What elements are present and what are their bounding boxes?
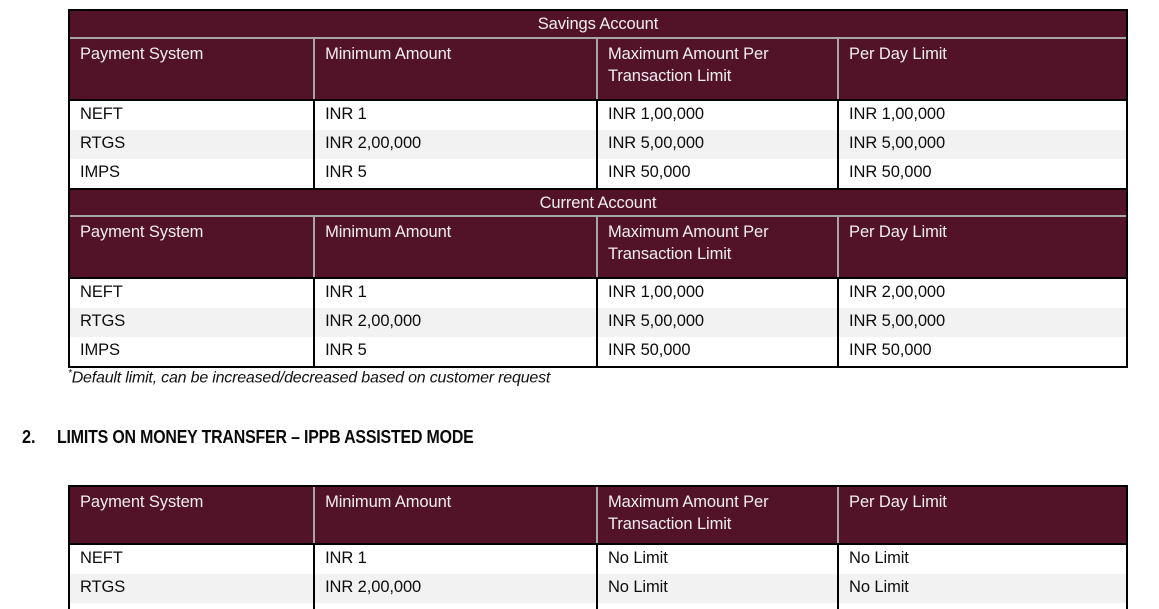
cell-per-day-limit: INR 5,00,000 [837,308,1126,337]
cell-per-day-limit: INR 5,00,000 [837,130,1126,159]
col-header-per-day-limit: Per Day Limit [837,39,1126,99]
cell-minimum-amount: INR 1 [313,545,596,574]
col-header-max-per-transaction: Maximum Amount Per Transaction Limit [595,39,837,99]
cell-max-per-transaction: INR 1,00,000 [595,279,837,308]
cell-max-per-transaction: INR 50,000 [595,337,837,366]
cell-minimum-amount: INR 2,00,000 [313,308,596,337]
table-row-partial [70,603,1126,609]
cell-payment-system: RTGS [80,578,126,596]
footnote-text: Default limit, can be increased/decrease… [71,369,551,387]
section-heading-2: 2. LIMITS ON MONEY TRANSFER – IPPB ASSIS… [22,426,541,448]
cell-max-per-transaction: INR 5,00,000 [595,308,837,337]
cell-max-per-transaction: No Limit [595,574,837,603]
table-row-neft: NEFT INR 1 INR 1,00,000 INR 2,00,000 [70,279,1126,308]
cell-per-day-limit: No Limit [837,545,1126,574]
col-header-minimum-amount: Minimum Amount [313,217,596,277]
table-header-row: Payment System Minimum Amount Maximum Am… [70,487,1126,545]
col-header-max-per-transaction: Maximum Amount Per Transaction Limit [595,487,837,543]
cell-payment-system: NEFT [80,549,123,567]
cell-per-day-limit: INR 1,00,000 [837,101,1126,130]
table-row-rtgs: RTGS INR 2,00,000 INR 5,00,000 INR 5,00,… [70,308,1126,337]
cell-max-per-transaction: INR 1,00,000 [595,101,837,130]
cell-payment-system: IMPS [80,163,120,181]
cell-payment-system: RTGS [80,134,126,152]
table-row-neft: NEFT INR 1 No Limit No Limit [70,545,1126,574]
table-row-rtgs: RTGS INR 2,00,000 INR 5,00,000 INR 5,00,… [70,130,1126,159]
table-header-row: Payment System Minimum Amount Maximum Am… [70,39,1126,101]
col-header-minimum-amount: Minimum Amount [313,487,596,543]
cell-minimum-amount: INR 5 [313,159,596,188]
table-row-neft: NEFT INR 1 INR 1,00,000 INR 1,00,000 [70,101,1126,130]
cell-payment-system: RTGS [80,312,126,330]
table-row-imps: IMPS INR 5 INR 50,000 INR 50,000 [70,159,1126,188]
cell-minimum-amount [313,603,596,609]
cell-max-per-transaction [595,603,837,609]
cell-payment-system: NEFT [80,105,123,123]
col-header-per-day-limit: Per Day Limit [837,217,1126,277]
col-header-minimum-amount: Minimum Amount [313,39,596,99]
col-header-payment-system: Payment System [80,493,204,511]
cell-minimum-amount: INR 1 [313,101,596,130]
section-title: LIMITS ON MONEY TRANSFER – IPPB ASSISTED… [57,426,474,447]
cell-minimum-amount: INR 1 [313,279,596,308]
col-header-payment-system: Payment System [80,223,204,241]
cell-per-day-limit: INR 2,00,000 [837,279,1126,308]
cell-per-day-limit: INR 50,000 [837,159,1126,188]
cell-minimum-amount: INR 2,00,000 [313,574,596,603]
cell-payment-system: IMPS [80,341,120,359]
cell-per-day-limit: No Limit [837,574,1126,603]
limits-table-self-service: Savings Account Payment System Minimum A… [68,9,1128,368]
col-header-payment-system: Payment System [80,45,204,63]
section-number: 2. [22,426,36,447]
table-row-rtgs: RTGS INR 2,00,000 No Limit No Limit [70,574,1126,603]
cell-payment-system: NEFT [80,283,123,301]
footnote-asterisk: * [68,368,72,379]
band-current-account: Current Account [70,188,1126,217]
col-header-max-per-transaction: Maximum Amount Per Transaction Limit [595,217,837,277]
cell-per-day-limit: INR 50,000 [837,337,1126,366]
cell-minimum-amount: INR 5 [313,337,596,366]
col-header-per-day-limit: Per Day Limit [837,487,1126,543]
band-savings-account: Savings Account [70,11,1126,39]
limits-table-assisted-mode: Payment System Minimum Amount Maximum Am… [68,485,1128,609]
cell-minimum-amount: INR 2,00,000 [313,130,596,159]
cell-per-day-limit [837,603,1126,609]
table-header-row: Payment System Minimum Amount Maximum Am… [70,217,1126,279]
cell-max-per-transaction: INR 50,000 [595,159,837,188]
cell-max-per-transaction: No Limit [595,545,837,574]
footnote-default-limit: *Default limit, can be increased/decreas… [68,368,550,387]
cell-payment-system [70,603,313,609]
cell-max-per-transaction: INR 5,00,000 [595,130,837,159]
table-row-imps: IMPS INR 5 INR 50,000 INR 50,000 [70,337,1126,366]
